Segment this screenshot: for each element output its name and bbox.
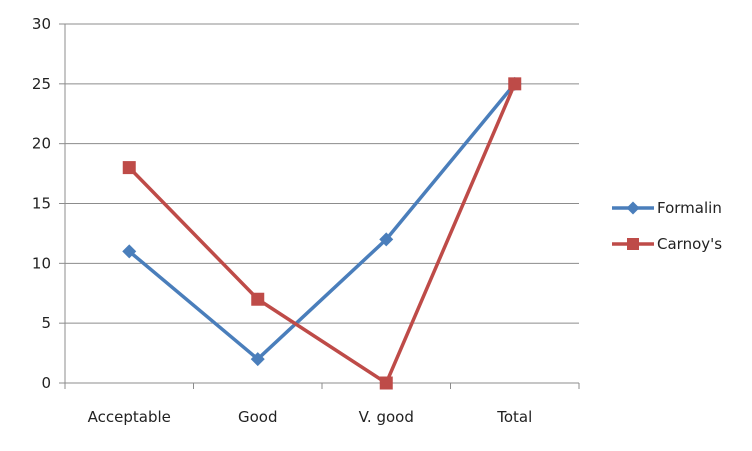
data-point	[379, 232, 394, 247]
data-point	[122, 244, 137, 259]
y-tick-label: 0	[41, 374, 51, 392]
data-point	[379, 376, 393, 390]
x-tick-label: Good	[238, 408, 278, 426]
data-point	[508, 77, 522, 91]
legend-label: Carnoy's	[657, 235, 722, 253]
series-carnoys	[122, 77, 522, 390]
series-line	[127, 83, 517, 385]
y-tick-label: 20	[32, 135, 51, 153]
legend-label: Formalin	[657, 199, 722, 217]
y-tick-labels: 0 5 10 15 20 25 30	[32, 15, 51, 392]
legend-item: Formalin	[612, 199, 722, 217]
y-tick-label: 25	[32, 75, 51, 93]
x-tick-label: Acceptable	[88, 408, 171, 426]
data-point	[122, 161, 136, 175]
series-line	[128, 82, 517, 361]
y-tick-label: 5	[41, 314, 51, 332]
x-tick-label: Total	[496, 408, 532, 426]
y-tick-label: 15	[32, 195, 51, 213]
data-point	[250, 352, 265, 367]
x-tick-labels: Acceptable Good V. good Total	[88, 408, 533, 426]
axes	[59, 23, 580, 389]
y-tick-label: 30	[32, 15, 51, 33]
legend-marker	[626, 201, 640, 215]
legend-marker	[627, 238, 639, 250]
series	[122, 76, 522, 390]
legend: Formalin Carnoy's	[612, 199, 722, 253]
legend-item: Carnoy's	[612, 235, 722, 253]
x-tick-label: V. good	[359, 408, 414, 426]
gridlines	[65, 23, 579, 324]
data-point	[251, 292, 265, 306]
y-tick-label: 10	[32, 254, 51, 272]
